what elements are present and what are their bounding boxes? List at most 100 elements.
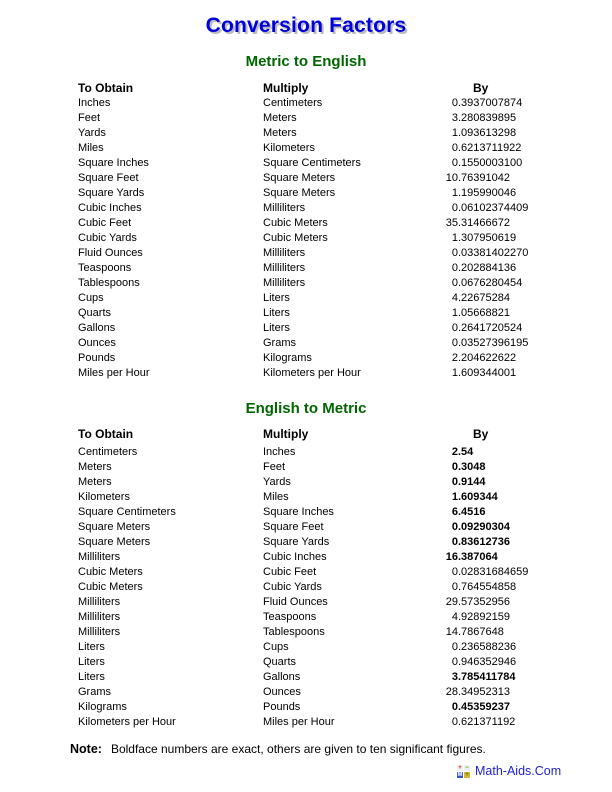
multiply-cell: Kilometers <box>263 142 315 154</box>
multiply-cell: Liters <box>263 322 290 334</box>
multiply-cell: Square Meters <box>263 172 336 184</box>
table-row: Square Meters Square Feet 0.09290304 <box>78 520 528 535</box>
column-header-to-obtain: To Obtain <box>78 427 134 441</box>
by-value: 1.609344 <box>451 491 498 503</box>
multiply-cell: Kilometers per Hour <box>263 367 361 379</box>
to-obtain-cell: Feet <box>78 112 101 124</box>
by-value: 0.9144 <box>451 476 486 488</box>
by-value: 0.02831684659 <box>451 566 529 578</box>
table-row: Square Feet Square Meters 10.76391042 <box>78 171 528 186</box>
multiply-cell: Miles <box>263 491 289 503</box>
table-row: Milliliters Fluid Ounces 29.57352956 <box>78 595 528 610</box>
metric-to-english-table: Inches Centimeters 0.3937007874 Feet Meters 3… <box>78 96 528 381</box>
to-obtain-cell: Gallons <box>78 322 116 334</box>
table-row: Miles per Hour Kilometers per Hour 1.60934… <box>78 366 528 381</box>
by-value: 29.57352956 <box>445 596 510 608</box>
multiply-cell: Square Yards <box>263 536 330 548</box>
to-obtain-cell: Ounces <box>78 337 116 349</box>
to-obtain-cell: Milliliters <box>78 626 121 638</box>
to-obtain-cell: Kilometers <box>78 491 130 503</box>
table-row: Square Yards Square Meters 1.195990046 <box>78 186 528 201</box>
by-value: 35.31466672 <box>445 217 510 229</box>
table-row: Fluid Ounces Milliliters 0.03381402270 <box>78 246 528 261</box>
table-row: Milliliters Tablespoons 14.7867648 <box>78 625 528 640</box>
table-row: Tablespoons Milliliters 0.0676280454 <box>78 276 528 291</box>
to-obtain-cell: Cubic Yards <box>78 232 137 244</box>
table-row: Milliliters Teaspoons 4.92892159 <box>78 610 528 625</box>
to-obtain-cell: Liters <box>78 671 105 683</box>
by-value: 4.22675284 <box>451 292 510 304</box>
table-row: Cubic Meters Cubic Yards 0.764554858 <box>78 580 528 595</box>
table-row: Square Inches Square Centimeters 0.1550003… <box>78 156 528 171</box>
by-value: 0.946352946 <box>451 656 517 668</box>
to-obtain-cell: Meters <box>78 461 112 473</box>
to-obtain-cell: Centimeters <box>78 446 138 458</box>
multiply-cell: Milliliters <box>263 247 306 259</box>
table-row: Cubic Meters Cubic Feet 0.02831684659 <box>78 565 528 580</box>
by-value: 28.34952313 <box>445 686 510 698</box>
table-row: Liters Quarts 0.946352946 <box>78 655 528 670</box>
by-value: 0.6213711922 <box>451 142 522 154</box>
to-obtain-cell: Cubic Feet <box>78 217 132 229</box>
table-row: Cubic Feet Cubic Meters 35.31466672 <box>78 216 528 231</box>
section-heading-english-to-metric: English to Metric <box>245 400 367 417</box>
to-obtain-cell: Cubic Inches <box>78 202 142 214</box>
to-obtain-cell: Kilograms <box>78 701 127 713</box>
table-row: Square Meters Square Yards 0.83612736 <box>78 535 528 550</box>
logo-tile: ÷ <box>464 771 470 778</box>
table-row: Ounces Grams 0.03527396195 <box>78 336 528 351</box>
note-label: Note: <box>70 742 102 756</box>
multiply-cell: Miles per Hour <box>263 716 335 728</box>
by-value: 16.387064 <box>445 551 498 563</box>
table-row: Inches Centimeters 0.3937007874 <box>78 96 528 111</box>
logo-tile: − <box>464 764 470 771</box>
table-row: Kilometers per Hour Miles per Hour 0.62137… <box>78 715 528 730</box>
multiply-cell: Cubic Meters <box>263 217 328 229</box>
column-header-multiply: Multiply <box>263 81 309 95</box>
by-value: 1.307950619 <box>451 232 517 244</box>
table-row: Milliliters Cubic Inches 16.387064 <box>78 550 528 565</box>
by-value: 1.609344001 <box>451 367 517 379</box>
by-value: 0.236588236 <box>451 641 517 653</box>
table-row: Kilometers Miles 1.609344 <box>78 490 528 505</box>
multiply-cell: Cups <box>263 641 289 653</box>
math-aids-brand-link[interactable]: + − M ÷ Math-Aids.Com <box>457 764 561 778</box>
multiply-cell: Tablespoons <box>263 626 325 638</box>
to-obtain-cell: Cubic Meters <box>78 581 143 593</box>
table-row: Centimeters Inches 2.54 <box>78 445 528 460</box>
by-value: 0.2641720524 <box>451 322 523 334</box>
section-heading-metric-to-english: Metric to English <box>245 53 367 70</box>
to-obtain-cell: Square Meters <box>78 536 151 548</box>
by-value: 0.202884136 <box>451 262 517 274</box>
multiply-cell: Pounds <box>263 701 301 713</box>
by-value: 2.204622622 <box>451 352 517 364</box>
to-obtain-cell: Square Meters <box>78 521 151 533</box>
multiply-cell: Cubic Yards <box>263 581 322 593</box>
multiply-cell: Cubic Feet <box>263 566 317 578</box>
to-obtain-cell: Cups <box>78 292 104 304</box>
note-text: Boldface numbers are exact, others are g… <box>110 742 486 756</box>
to-obtain-cell: Quarts <box>78 307 112 319</box>
multiply-cell: Liters <box>263 307 290 319</box>
multiply-cell: Quarts <box>263 656 297 668</box>
multiply-cell: Square Centimeters <box>263 157 361 169</box>
table-row: Square Centimeters Square Inches 6.4516 <box>78 505 528 520</box>
multiply-cell: Gallons <box>263 671 301 683</box>
table-row: Cubic Inches Milliliters 0.06102374409 <box>78 201 528 216</box>
english-to-metric-table: Centimeters Inches 2.54 Meters Feet 0.3048 Met… <box>78 445 528 730</box>
to-obtain-cell: Teaspoons <box>78 262 132 274</box>
multiply-cell: Inches <box>263 446 296 458</box>
table-row: Liters Gallons 3.785411784 <box>78 670 528 685</box>
to-obtain-cell: Milliliters <box>78 611 121 623</box>
by-value: 0.09290304 <box>451 521 510 533</box>
multiply-cell: Square Inches <box>263 506 334 518</box>
by-value: 0.764554858 <box>451 581 517 593</box>
multiply-cell: Square Feet <box>263 521 324 533</box>
by-value: 0.06102374409 <box>451 202 529 214</box>
table-row: Meters Feet 0.3048 <box>78 460 528 475</box>
column-header-to-obtain: To Obtain <box>78 81 134 95</box>
multiply-cell: Liters <box>263 292 290 304</box>
by-value: 0.3937007874 <box>451 97 523 109</box>
multiply-cell: Ounces <box>263 686 301 698</box>
by-value: 1.195990046 <box>451 187 517 199</box>
